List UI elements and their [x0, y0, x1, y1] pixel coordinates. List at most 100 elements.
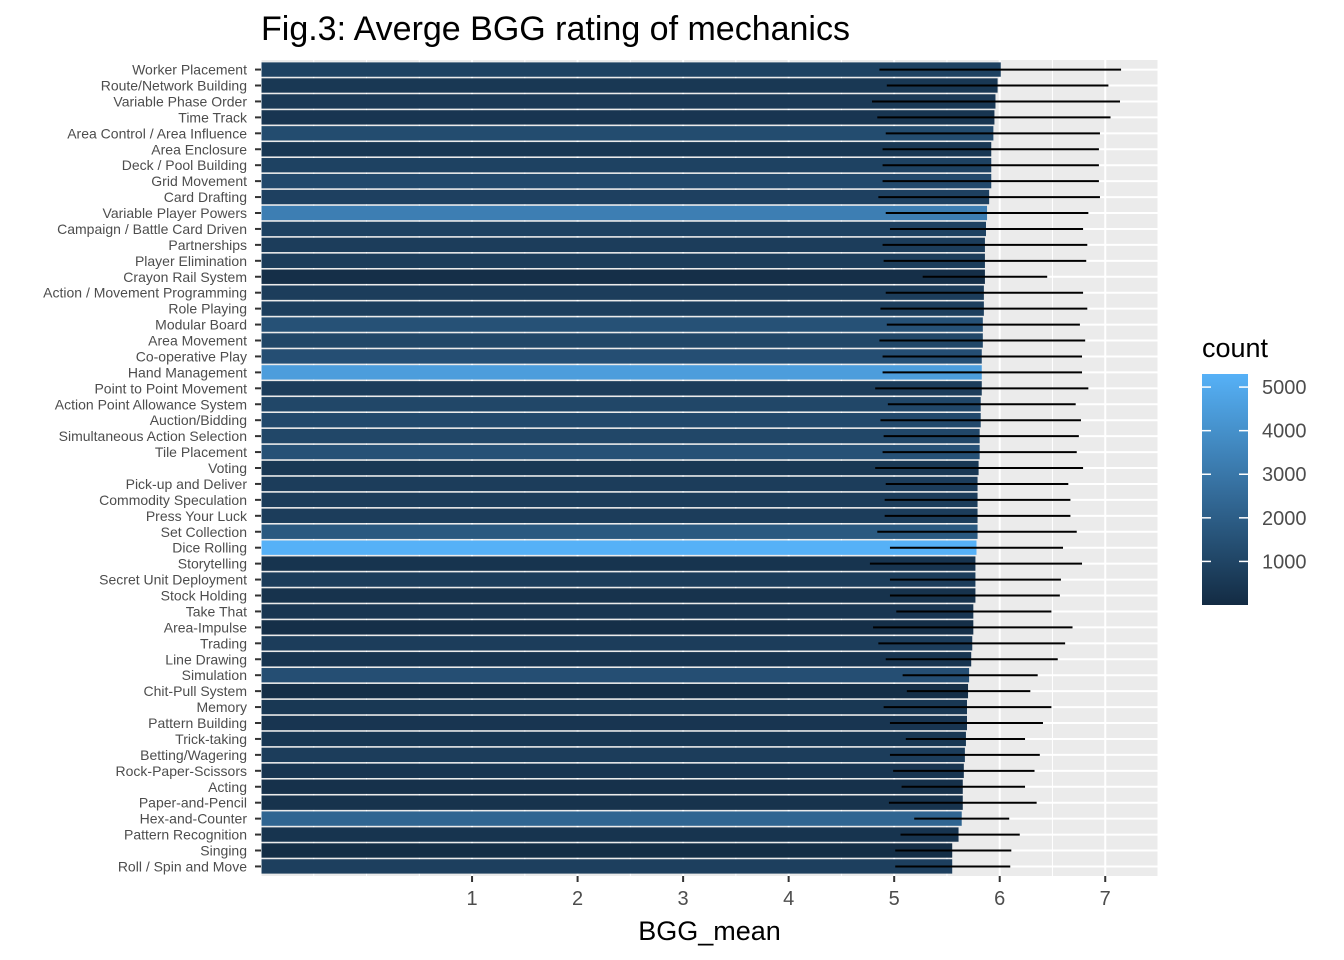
y-tick-label: Take That: [186, 603, 247, 619]
bar-take-that: [261, 604, 974, 619]
bar-point-to-point-movement: [261, 381, 982, 396]
bar-rock-paper-scissors: [261, 763, 964, 778]
y-tick-label: Player Elimination: [135, 253, 247, 269]
y-tick-label: Chit-Pull System: [144, 683, 247, 699]
bar-line-drawing: [261, 652, 972, 667]
legend-ticks: 1000 2000 3000 4000 5000: [1202, 377, 1307, 573]
y-tick-label: Pick-up and Deliver: [126, 476, 248, 492]
y-tick-label: Pattern Building: [148, 715, 247, 731]
y-tick-label: Worker Placement: [132, 62, 247, 78]
bar-simultaneous-action-selection: [261, 428, 980, 444]
bar-stock-holding: [261, 588, 976, 603]
bar-auction-bidding: [261, 413, 981, 428]
legend-tick-label: 3000: [1262, 464, 1307, 486]
x-tick-label: 5: [889, 888, 900, 910]
y-tick-label: Paper-and-Pencil: [139, 795, 247, 811]
legend-tick-label: 2000: [1262, 508, 1307, 530]
bar-route-network-building: [261, 78, 998, 93]
bar-variable-player-powers: [261, 205, 988, 221]
y-tick-label: Campaign / Battle Card Driven: [57, 221, 247, 237]
y-tick-label: Variable Phase Order: [113, 93, 247, 109]
x-tick-label: 4: [783, 888, 794, 910]
bar-paper-and-pencil: [261, 795, 963, 810]
y-tick-label: Deck / Pool Building: [122, 157, 247, 173]
y-tick-label: Pattern Recognition: [124, 827, 247, 843]
bar-voting: [261, 460, 979, 476]
y-tick-label: Action / Movement Programming: [43, 285, 247, 301]
bar-action-point-allowance-system: [261, 397, 981, 412]
y-tick-label: Grid Movement: [151, 173, 247, 189]
bar-simulation: [261, 668, 970, 683]
y-tick-label: Set Collection: [161, 524, 247, 540]
bar-storytelling: [261, 556, 976, 571]
bar-partnerships: [261, 237, 985, 253]
errorbar-layer: [869, 68, 1122, 868]
bar-commodity-speculation: [261, 492, 978, 508]
y-tick-label: Role Playing: [168, 301, 247, 317]
y-tick-label: Area-Impulse: [164, 619, 247, 635]
bar-area-enclosure: [261, 142, 992, 157]
y-tick-label: Tile Placement: [155, 444, 247, 460]
y-tick-label: Voting: [208, 460, 247, 476]
y-tick-label: Hex-and-Counter: [140, 811, 248, 827]
chart-title: Fig.3: Averge BGG rating of mechanics: [261, 10, 850, 48]
legend-tick-label: 4000: [1262, 421, 1307, 443]
y-tick-label: Co-operative Play: [136, 348, 247, 364]
bar-memory: [261, 699, 967, 715]
x-tick-label: 2: [572, 888, 583, 910]
y-tick-label: Modular Board: [155, 317, 247, 333]
bar-variable-phase-order: [261, 94, 996, 109]
y-tick-label: Trick-taking: [175, 731, 247, 747]
bar-area-control-area-influence: [261, 126, 994, 141]
bar-area-movement: [261, 333, 983, 348]
bar-set-collection: [261, 524, 978, 539]
bar-trick-taking: [261, 731, 966, 747]
bar-worker-placement: [261, 62, 1001, 77]
bar-modular-board: [261, 317, 983, 332]
y-tick-label: Simulation: [182, 667, 247, 683]
y-tick-label: Hand Management: [128, 364, 247, 380]
bar-trading: [261, 636, 973, 651]
bar-pattern-building: [261, 715, 967, 731]
bar-deck-pool-building: [261, 158, 992, 173]
y-tick-label: Dice Rolling: [172, 540, 247, 556]
bar-pick-up-and-deliver: [261, 476, 978, 492]
bar-area-impulse: [261, 620, 974, 635]
bar-crayon-rail-system: [261, 269, 985, 284]
y-tick-label: Acting: [208, 779, 247, 795]
bar-chit-pull-system: [261, 683, 969, 699]
y-tick-label: Route/Network Building: [101, 78, 247, 94]
bar-action-movement-programming: [261, 285, 984, 300]
bar-grid-movement: [261, 173, 992, 189]
bar-player-elimination: [261, 253, 985, 268]
y-tick-label: Secret Unit Deployment: [99, 572, 247, 588]
bar-role-playing: [261, 301, 984, 316]
y-tick-label: Partnerships: [168, 237, 247, 253]
bar-press-your-luck: [261, 508, 978, 523]
y-tick-label: Point to Point Movement: [94, 380, 247, 396]
x-tick-label: 1: [466, 888, 477, 910]
bar-tile-placement: [261, 444, 980, 460]
y-tick-label: Crayon Rail System: [123, 269, 247, 285]
x-axis-title: BGG_mean: [638, 916, 781, 946]
legend-tick-label: 5000: [1262, 377, 1307, 399]
y-tick-label: Press Your Luck: [146, 508, 248, 524]
bar-pattern-recognition: [261, 827, 959, 842]
y-tick-label: Roll / Spin and Move: [118, 858, 247, 874]
y-tick-label: Memory: [196, 699, 247, 715]
y-tick-label: Card Drafting: [164, 189, 247, 205]
bar-card-drafting: [261, 189, 990, 205]
bar-hex-and-counter: [261, 811, 962, 826]
bars-layer: [261, 62, 1001, 874]
bar-roll-spin-and-move: [261, 859, 953, 874]
y-tick-label: Line Drawing: [165, 651, 247, 667]
y-tick-label: Commodity Speculation: [99, 492, 247, 508]
x-tick-label: 3: [678, 888, 689, 910]
bar-secret-unit-deployment: [261, 572, 976, 587]
y-tick-label: Area Enclosure: [151, 141, 247, 157]
x-axis: 1 2 3 4 5 6 7: [466, 876, 1111, 910]
y-tick-label: Area Movement: [148, 333, 247, 349]
y-tick-label: Simultaneous Action Selection: [59, 428, 247, 444]
